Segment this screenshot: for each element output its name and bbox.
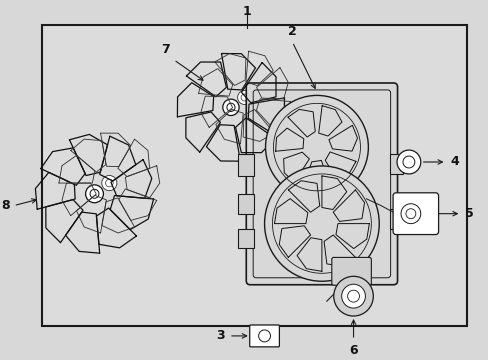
Circle shape (265, 95, 367, 199)
Text: 7: 7 (161, 42, 169, 56)
Text: 2: 2 (287, 25, 296, 38)
Text: 3: 3 (216, 329, 224, 342)
Bar (238, 229, 254, 248)
Bar (389, 154, 403, 174)
FancyBboxPatch shape (392, 193, 438, 235)
Circle shape (226, 103, 235, 112)
Circle shape (90, 189, 99, 198)
Text: 5: 5 (464, 207, 473, 220)
FancyBboxPatch shape (246, 83, 397, 285)
Circle shape (310, 141, 323, 153)
Bar (238, 154, 254, 176)
Bar (41, 25, 467, 325)
Circle shape (105, 179, 113, 187)
Circle shape (314, 216, 328, 231)
Text: 1: 1 (243, 5, 251, 18)
Bar (238, 194, 254, 214)
Circle shape (333, 276, 372, 316)
Circle shape (237, 90, 251, 104)
Circle shape (223, 99, 239, 116)
Circle shape (264, 166, 379, 281)
Circle shape (241, 94, 247, 101)
Text: 6: 6 (348, 344, 357, 357)
Circle shape (318, 220, 325, 227)
Text: 8: 8 (1, 199, 9, 212)
Circle shape (313, 144, 320, 150)
Bar (389, 209, 403, 229)
Text: 4: 4 (449, 156, 458, 168)
FancyBboxPatch shape (331, 257, 370, 285)
Circle shape (102, 175, 117, 191)
Circle shape (85, 185, 103, 203)
Circle shape (341, 284, 365, 308)
FancyBboxPatch shape (249, 325, 279, 347)
Circle shape (396, 150, 420, 174)
